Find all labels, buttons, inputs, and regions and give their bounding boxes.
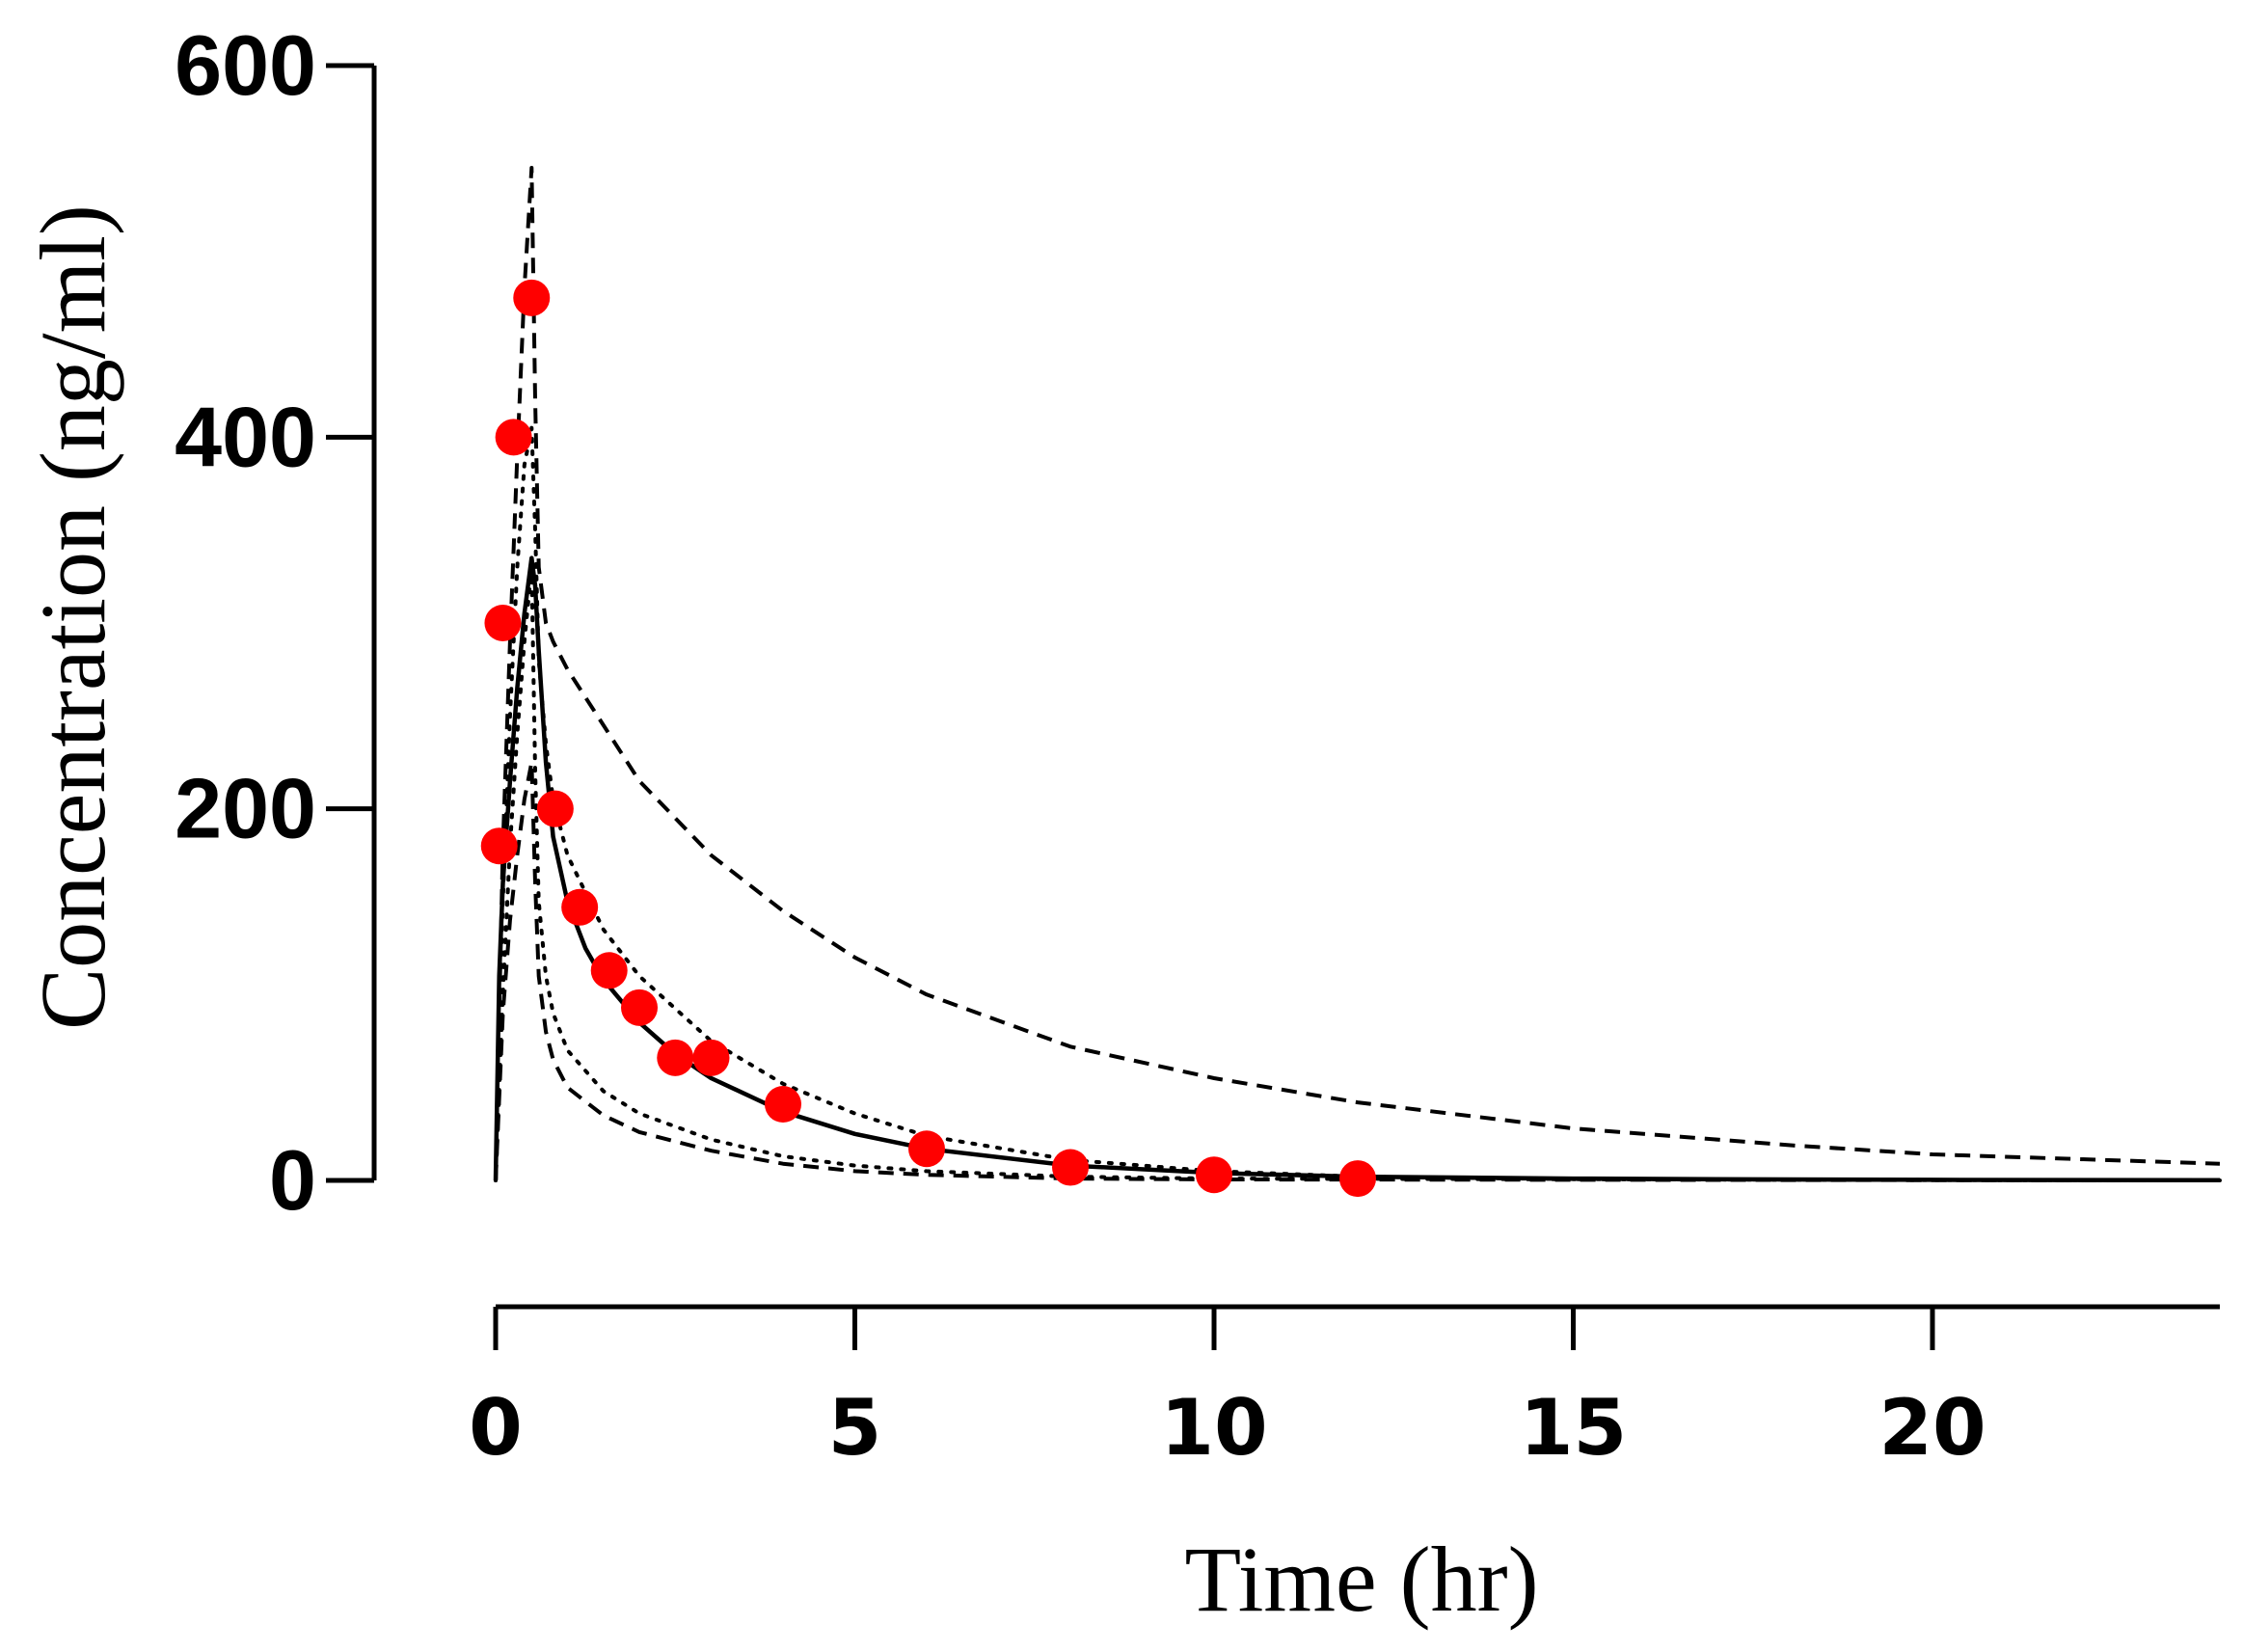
observed-point: [765, 1086, 801, 1124]
observed-point: [561, 888, 599, 926]
x-tick-label: 15: [1520, 1383, 1627, 1473]
series-line-dashed: [494, 760, 2221, 1182]
x-tick-label: 5: [828, 1383, 882, 1473]
y-tick-label: 200: [175, 761, 316, 856]
series-line-solid: [493, 555, 2221, 1183]
observed-point: [484, 605, 522, 641]
observed-point: [590, 952, 628, 989]
observed-point: [1339, 1160, 1376, 1198]
x-tick-label: 0: [469, 1383, 523, 1473]
series-line-dashed: [494, 166, 2221, 1181]
observed-point: [495, 419, 532, 456]
y-tick-label: 400: [175, 389, 316, 484]
observed-point: [1052, 1149, 1089, 1186]
series-line-dotted: [494, 565, 2222, 1182]
y-tick-label: 0: [269, 1132, 316, 1228]
observed-point: [657, 1039, 694, 1076]
observed-point: [692, 1039, 730, 1076]
series-line-dotted: [494, 425, 2222, 1182]
y-axis-title: Concentration (ng/ml): [21, 204, 124, 1030]
observed-point: [621, 988, 658, 1026]
prediction-lines: [493, 166, 2222, 1183]
observed-point: [908, 1130, 945, 1168]
x-axis-title: Time (hr): [1184, 1528, 1538, 1631]
observed-point: [480, 827, 518, 865]
y-tick-label: 600: [175, 17, 316, 113]
observed-point: [1196, 1156, 1232, 1194]
x-tick-label: 10: [1160, 1383, 1267, 1473]
observed-points: [480, 279, 1376, 1198]
x-axis: 0 5 10 15 20: [469, 1304, 2220, 1473]
y-axis: 0 200 400 600: [175, 17, 377, 1228]
observed-point: [513, 279, 551, 316]
x-tick-label: 20: [1878, 1383, 1985, 1473]
observed-point: [536, 790, 574, 827]
